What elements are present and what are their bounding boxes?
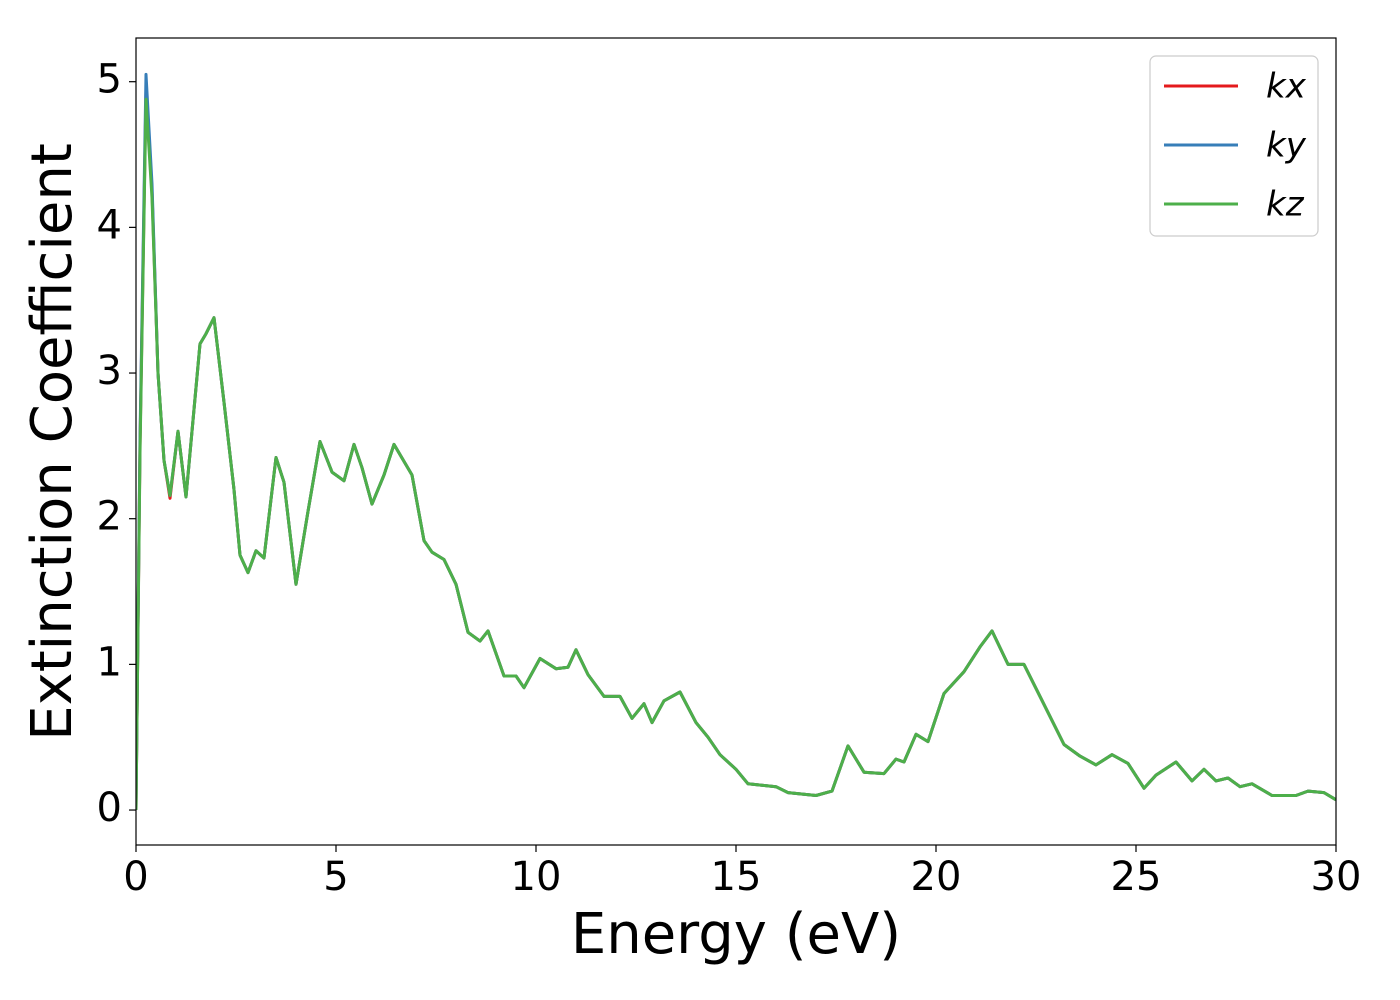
y-tick-label: 4 (97, 202, 122, 248)
y-tick-label: 0 (97, 785, 122, 831)
x-axis-label: Energy (eV) (571, 902, 901, 967)
legend-label: ky (1266, 126, 1307, 166)
legend-label: kx (1266, 67, 1307, 107)
x-tick-label: 0 (123, 854, 148, 900)
y-tick-label: 2 (97, 494, 122, 540)
y-tick-label: 5 (97, 57, 122, 103)
x-tick-label: 15 (711, 854, 762, 900)
y-tick-label: 3 (97, 348, 122, 394)
y-tick-label: 1 (97, 639, 122, 685)
x-tick-label: 20 (911, 854, 962, 900)
legend-label: kz (1266, 185, 1305, 225)
x-tick-label: 5 (323, 854, 348, 900)
y-axis-label: Extinction Coefficient (20, 143, 85, 741)
plot-frame (135, 37, 1337, 846)
series-line (136, 97, 1336, 811)
x-tick-label: 10 (511, 854, 562, 900)
x-tick-label: 25 (1111, 854, 1162, 900)
x-tick-label: 30 (1311, 854, 1362, 900)
